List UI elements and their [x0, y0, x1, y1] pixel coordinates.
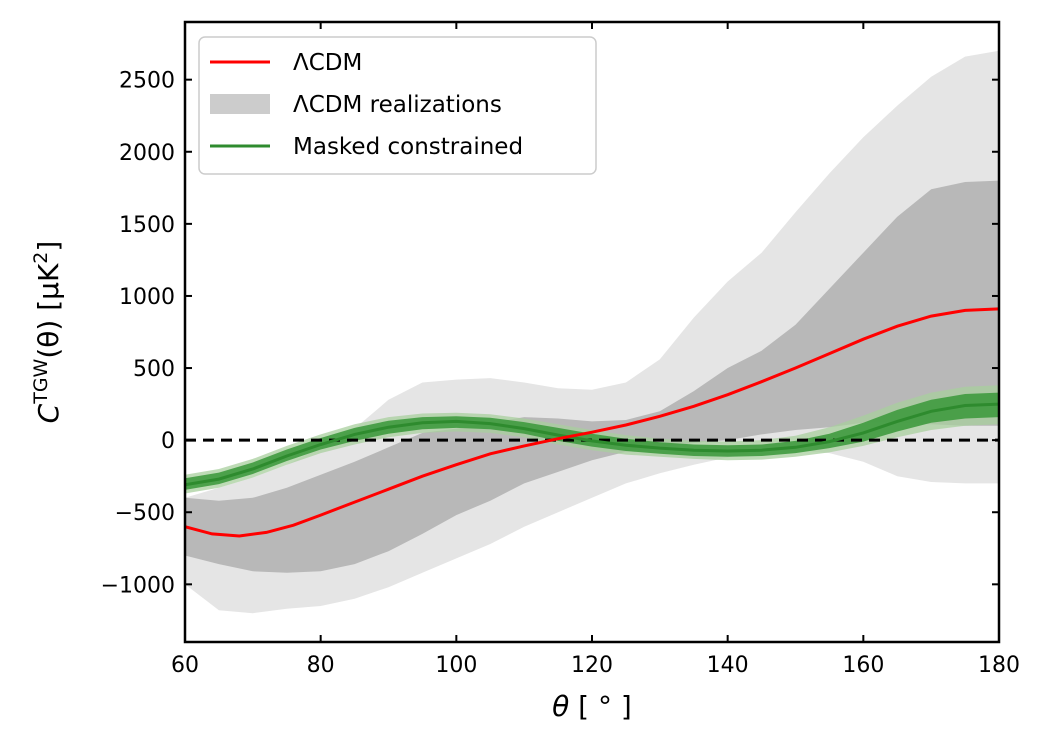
x-tick-label: 120	[571, 653, 613, 678]
legend-realizations-swatch	[210, 94, 270, 114]
masked-constrained-line	[185, 402, 999, 487]
legend-label: Masked constrained	[293, 134, 523, 160]
y-tick-label: 0	[161, 429, 175, 454]
y-tick-label: −500	[115, 501, 175, 526]
legend-label: ΛCDM realizations	[293, 92, 502, 118]
x-tick-label: 100	[435, 653, 477, 678]
legend-box	[198, 36, 597, 175]
y-axis-label: CTGW(θ) [μK2]	[30, 241, 65, 424]
y-tick-label: 2500	[119, 69, 175, 94]
x-tick-label: 180	[978, 653, 1020, 678]
x-tick-label: 80	[307, 653, 335, 678]
y-tick-label: 500	[133, 357, 175, 382]
y-tick-label: 1000	[119, 285, 175, 310]
lcdm-line	[185, 307, 999, 538]
legend-label: ΛCDM	[293, 50, 362, 76]
x-axis-label: θ [ ° ]	[552, 690, 632, 723]
x-tick-label: 60	[171, 653, 199, 678]
y-tick-label: −1000	[101, 573, 175, 598]
realizations-inner-band	[185, 180, 999, 573]
x-tick-label: 140	[707, 653, 749, 678]
y-tick-label: 2000	[119, 141, 175, 166]
y-tick-label: 1500	[119, 213, 175, 238]
x-tick-label: 160	[842, 653, 884, 678]
